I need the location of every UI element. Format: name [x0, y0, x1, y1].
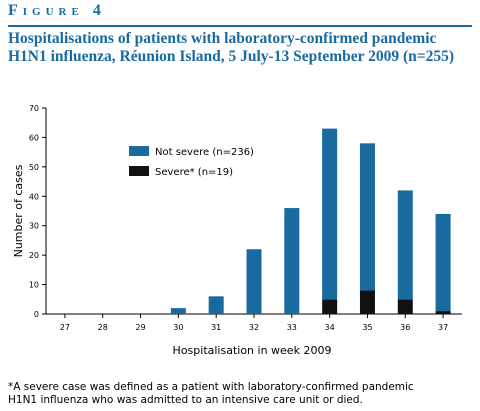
- legend-swatch-not-severe: [129, 146, 149, 156]
- y-tick-label: 60: [29, 133, 39, 142]
- x-tick-label: 30: [173, 323, 183, 332]
- bar-severe: [435, 311, 451, 314]
- bar-not-severe: [322, 128, 338, 300]
- y-tick-label: 0: [34, 310, 39, 319]
- bar-not-severe: [208, 296, 224, 314]
- bar-severe: [397, 299, 413, 314]
- x-tick-label: 29: [135, 323, 145, 332]
- y-tick-label: 10: [29, 281, 39, 290]
- bar-severe: [322, 299, 338, 314]
- legend-label-not-severe: Not severe (n=236): [155, 147, 254, 158]
- x-tick-label: 27: [60, 323, 70, 332]
- footnote-line-1: *A severe case was defined as a patient …: [8, 381, 414, 393]
- legend-label-severe: Severe* (n=19): [155, 167, 233, 178]
- footnote-line-2: H1N1 influenza who was admitted to an in…: [8, 394, 363, 406]
- legend-swatch-severe: [129, 166, 149, 176]
- x-tick-label: 37: [438, 323, 448, 332]
- x-tick-label: 33: [287, 323, 297, 332]
- chart-title: Hospitalisations of patients with labora…: [8, 30, 455, 65]
- footnote: *A severe case was defined as a patient …: [8, 381, 476, 407]
- bar-not-severe: [284, 208, 300, 314]
- title-rule: [8, 25, 472, 27]
- chart-bars: [170, 128, 451, 314]
- chart-axes: 0 10 20 30 40 50 60 70 27 28 29 30 31 32 33 34 35 36 37: [29, 104, 462, 332]
- x-tick-label: 34: [325, 323, 335, 332]
- bar-not-severe: [170, 308, 186, 314]
- y-axis-label: Number of cases: [12, 164, 25, 257]
- bar-not-severe: [397, 190, 413, 300]
- x-tick-label: 32: [249, 323, 259, 332]
- bar-not-severe: [246, 249, 262, 314]
- x-tick-label: 31: [211, 323, 221, 332]
- figure-label: Figure 4: [8, 2, 106, 19]
- x-tick-label: 35: [362, 323, 372, 332]
- bar-not-severe: [435, 213, 451, 312]
- chart-legend: Not severe (n=236) Severe* (n=19): [129, 146, 254, 178]
- x-axis-label: Hospitalisation in week 2009: [173, 344, 332, 357]
- y-tick-label: 30: [29, 222, 39, 231]
- y-tick-label: 50: [29, 163, 39, 172]
- bar-severe: [359, 290, 375, 314]
- y-tick-label: 40: [29, 192, 39, 201]
- y-tick-label: 70: [29, 104, 39, 113]
- x-tick-label: 36: [400, 323, 410, 332]
- bar-not-severe: [359, 143, 375, 291]
- x-tick-label: 28: [98, 323, 108, 332]
- y-tick-label: 20: [29, 251, 39, 260]
